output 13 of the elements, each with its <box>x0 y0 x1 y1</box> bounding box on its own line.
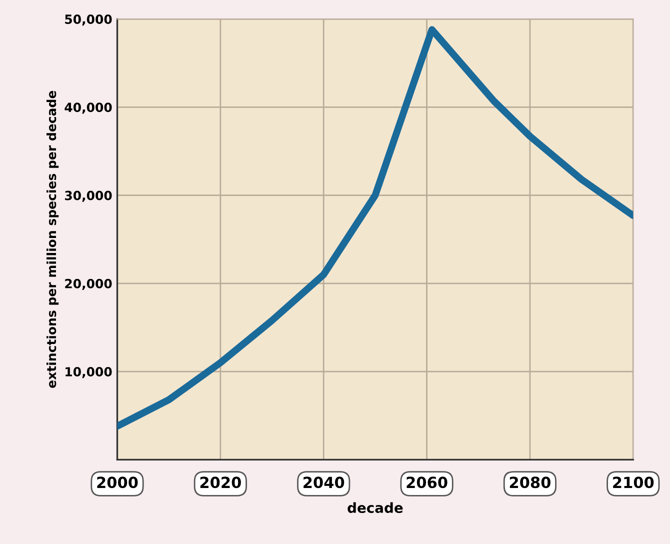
x-tick-label: 2060 <box>406 476 448 488</box>
x-tick-label: 2100 <box>613 476 654 488</box>
y-tick-label: 50,000 <box>65 14 112 26</box>
x-tick-label: 2040 <box>304 476 344 488</box>
y-axis-title: extinctions per million species per decade <box>46 90 59 388</box>
x-tick-label: 2000 <box>97 476 138 488</box>
x-axis-title: decade <box>348 502 403 513</box>
x-tick-label: 2020 <box>200 476 241 488</box>
x-tick-label: 2080 <box>510 476 550 488</box>
y-tick-label: 30,000 <box>64 190 112 202</box>
y-tick-label: 20,000 <box>65 278 112 290</box>
y-tick-label: 40,000 <box>64 102 112 114</box>
y-tick-label: 10,000 <box>66 367 112 378</box>
